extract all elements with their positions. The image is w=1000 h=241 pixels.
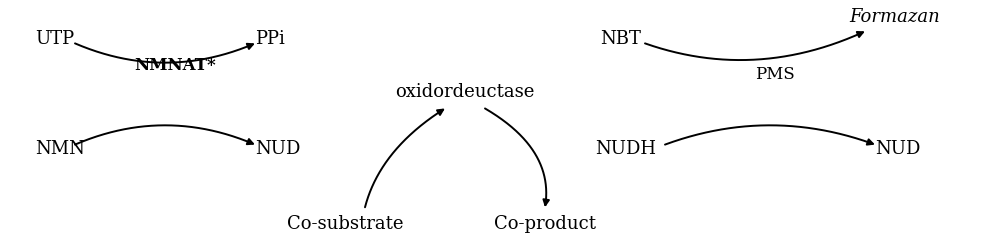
Text: NMN: NMN (35, 141, 85, 158)
Text: NUDH: NUDH (595, 141, 656, 158)
Text: oxidordeuctase: oxidordeuctase (395, 83, 535, 100)
Text: Co-substrate: Co-substrate (287, 215, 403, 233)
Text: Co-product: Co-product (494, 215, 596, 233)
Text: NBT: NBT (600, 30, 641, 47)
Text: NUD: NUD (875, 141, 920, 158)
Text: Formazan: Formazan (850, 8, 940, 26)
Text: NUD: NUD (255, 141, 300, 158)
Text: UTP: UTP (35, 30, 74, 47)
Text: NMNAT*: NMNAT* (134, 57, 216, 74)
Text: PPi: PPi (255, 30, 285, 47)
Text: PMS: PMS (755, 66, 795, 83)
